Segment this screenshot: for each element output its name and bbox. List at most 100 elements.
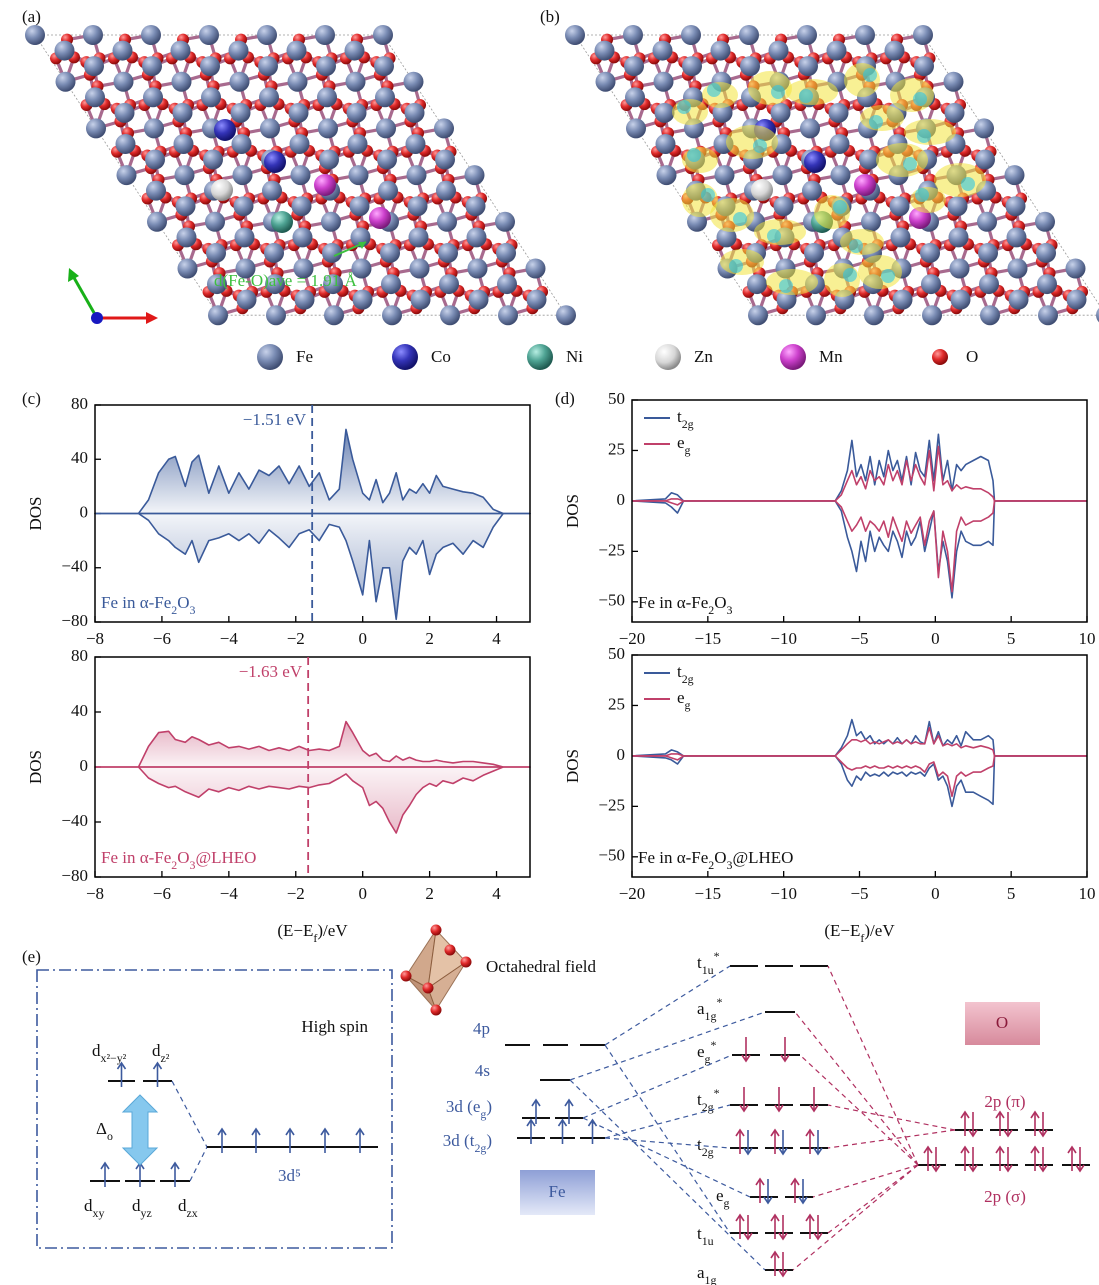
fe-atom: [437, 212, 457, 232]
fe-atom: [316, 56, 336, 76]
correlation-line: [813, 1165, 918, 1197]
figure: (a)(b)(c)(d)(e)d(Fe-O)ave = 1.91 ÅFeCoNi…: [0, 0, 1099, 1285]
fe-atom: [1037, 274, 1057, 294]
fe-atom: [949, 227, 969, 247]
panel-label: (e): [22, 947, 41, 966]
x-tick-label: −6: [153, 629, 171, 648]
x-tick-label: 0: [931, 629, 940, 648]
fe-atom: [407, 165, 427, 185]
fe-atom: [802, 181, 822, 201]
fe-atom: [468, 259, 488, 279]
axis-z: [91, 312, 103, 324]
o-level-label: 2p (σ): [984, 1187, 1026, 1206]
fe-atom: [345, 41, 365, 61]
legend-label: Ni: [566, 347, 583, 366]
y-tick-label: 50: [608, 389, 625, 408]
y-tick-label: 50: [608, 644, 625, 663]
fe-atom: [913, 25, 933, 45]
fe-atom: [116, 134, 136, 154]
dos-area: [95, 722, 530, 767]
y-tick-label: −50: [598, 591, 625, 610]
plot-frame: [632, 400, 1087, 622]
fe-atom: [177, 227, 197, 247]
dos-line: [632, 756, 1087, 796]
fe-atom: [172, 72, 192, 92]
fe-atom: [55, 41, 75, 61]
charge-density-cyan: [733, 212, 747, 226]
fe-atom: [318, 118, 338, 138]
fe-atom: [497, 274, 517, 294]
fe-atom: [855, 25, 875, 45]
correlation-line: [190, 1147, 207, 1181]
fe-atom: [258, 56, 278, 76]
fe-atom: [798, 56, 818, 76]
fe-atom: [208, 305, 228, 325]
fe-atom: [945, 103, 965, 123]
fe-atom: [831, 165, 851, 185]
fe-level-label: 3d (t2g): [443, 1131, 492, 1155]
fe-atom: [914, 56, 934, 76]
crystal-structure: [565, 25, 1099, 325]
legend-label: eg: [677, 688, 691, 712]
panel-annotation: Fe in α-Fe2O3: [101, 593, 196, 617]
y-axis-label: DOS: [26, 496, 45, 530]
charge-density-yellow: [682, 147, 718, 173]
fe-atom: [1035, 212, 1055, 232]
fe-atom: [375, 87, 395, 107]
fe-atom: [176, 196, 196, 216]
fe-atom: [774, 196, 794, 216]
fe-atom: [145, 150, 165, 170]
y-tick-label: −40: [61, 811, 88, 830]
fe-atom: [623, 25, 643, 45]
x-tick-label: −2: [287, 884, 305, 903]
fe-atom: [656, 134, 676, 154]
fe-atom: [203, 150, 223, 170]
fe-atom: [319, 150, 339, 170]
fe-atom: [229, 41, 249, 61]
correlation-line: [605, 1105, 730, 1138]
fe-level-label: 3d (eg): [446, 1097, 492, 1121]
fe-atom: [748, 305, 768, 325]
charge-density-yellow: [726, 125, 778, 159]
dopant-atom: [214, 119, 236, 141]
charge-density-cyan: [771, 85, 785, 99]
fe-atom: [231, 103, 251, 123]
charge-density-cyan: [707, 83, 721, 97]
fe-atom: [920, 243, 940, 263]
fe-atom: [1008, 259, 1028, 279]
correlation-line: [828, 1165, 918, 1233]
charge-density-yellow: [890, 78, 934, 112]
fe-atom: [291, 165, 311, 185]
charge-density-yellow: [858, 255, 902, 289]
x-tick-label: 4: [492, 629, 501, 648]
y-tick-label: 25: [608, 694, 625, 713]
fe-atom: [411, 290, 431, 310]
octahedron-vertex: [423, 983, 434, 994]
dopant-atom: [314, 174, 336, 196]
fe-atom: [435, 150, 455, 170]
fe-atom: [1067, 290, 1087, 310]
x-tick-label: −8: [86, 629, 104, 648]
x-tick-label: −8: [86, 884, 104, 903]
fe-atom: [317, 87, 337, 107]
axis-y-head: [68, 268, 79, 282]
dopant-atom: [271, 211, 293, 233]
fe-atom: [829, 103, 849, 123]
fe-atom: [374, 56, 394, 76]
fe-atom: [439, 274, 459, 294]
legend-label: Co: [431, 347, 451, 366]
fe-atom: [739, 25, 759, 45]
fe-atom: [1006, 196, 1026, 216]
fe-atom: [975, 150, 995, 170]
o-box-label: O: [996, 1013, 1008, 1032]
mo-level-label: eg: [716, 1186, 730, 1210]
fe-atom: [1036, 243, 1056, 263]
fe-atom: [146, 181, 166, 201]
fe-atom: [951, 290, 971, 310]
x-axis-label: (E−Ef)/eV: [824, 921, 895, 945]
fe-atom: [117, 165, 137, 185]
mo-level-label: a1g: [697, 1263, 716, 1285]
dopant-atom: [751, 179, 773, 201]
dos-line: [632, 434, 1087, 501]
charge-density-yellow: [672, 99, 708, 125]
